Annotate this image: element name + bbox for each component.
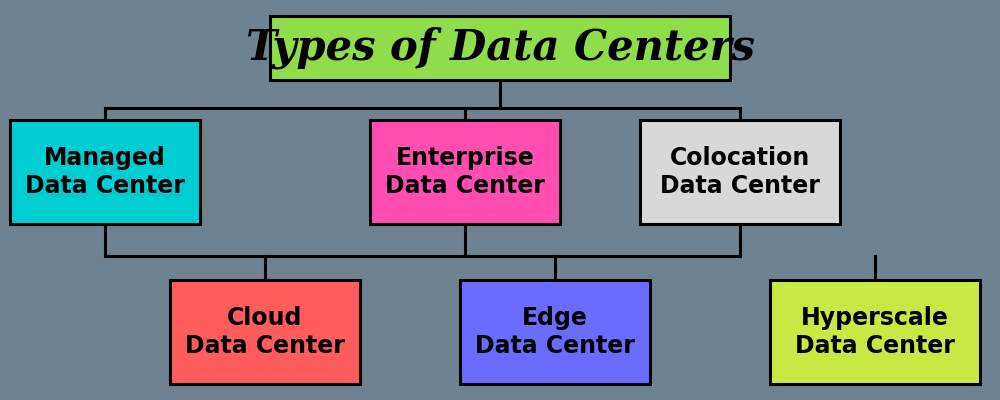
- Text: Cloud
Data Center: Cloud Data Center: [185, 306, 345, 358]
- FancyBboxPatch shape: [170, 280, 360, 384]
- FancyBboxPatch shape: [640, 120, 840, 224]
- Text: Colocation
Data Center: Colocation Data Center: [660, 146, 820, 198]
- FancyBboxPatch shape: [770, 280, 980, 384]
- Text: Edge
Data Center: Edge Data Center: [475, 306, 635, 358]
- Text: Types of Data Centers: Types of Data Centers: [246, 27, 754, 69]
- FancyBboxPatch shape: [10, 120, 200, 224]
- Text: Managed
Data Center: Managed Data Center: [25, 146, 185, 198]
- FancyBboxPatch shape: [270, 16, 730, 80]
- Text: Hyperscale
Data Center: Hyperscale Data Center: [795, 306, 955, 358]
- FancyBboxPatch shape: [370, 120, 560, 224]
- Text: Enterprise
Data Center: Enterprise Data Center: [385, 146, 545, 198]
- FancyBboxPatch shape: [460, 280, 650, 384]
